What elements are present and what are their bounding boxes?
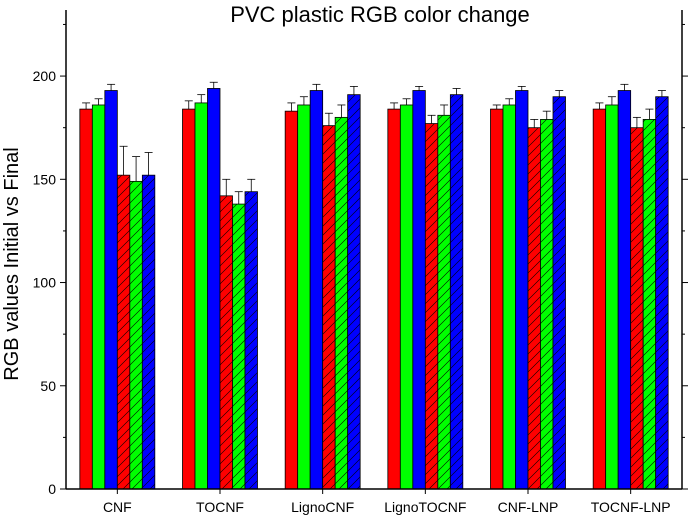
bar-CNF-series-1 — [91, 104, 106, 490]
x-tick-label-TOCNF-LNP: TOCNF-LNP — [591, 499, 671, 515]
bar-CNF-series-2 — [104, 90, 118, 490]
bar-CNF-LNP-series-1 — [502, 104, 516, 490]
bar-TOCNF-series-3 — [219, 195, 233, 490]
bar-CNF-LNP-series-2 — [515, 90, 529, 490]
bar-LignoTOCNF-series-1 — [399, 104, 414, 490]
y-tick-label-200: 200 — [33, 68, 57, 84]
bar-LignoTOCNF-series-4 — [437, 114, 451, 490]
bar-TOCNF-LNP-series-0 — [592, 108, 607, 490]
bar-LignoCNF-series-3 — [322, 125, 336, 490]
bar-CNF-series-5 — [141, 174, 156, 490]
bar-LignoTOCNF-series-0 — [387, 108, 401, 490]
bar-LignoTOCNF-series-5 — [449, 94, 464, 490]
bar-TOCNF-series-1 — [194, 102, 208, 490]
bar-TOCNF-series-0 — [182, 108, 196, 490]
bar-LignoCNF-series-2 — [309, 90, 324, 490]
x-tick-label-LignoCNF: LignoCNF — [291, 499, 354, 515]
chart-title: PVC plastic RGB color change — [230, 2, 530, 27]
bars-layer — [79, 81, 669, 490]
bar-CNF-series-0 — [79, 108, 93, 490]
bar-CNF-series-4 — [129, 180, 143, 490]
y-tick-label-150: 150 — [33, 171, 57, 187]
y-tick-label-100: 100 — [33, 275, 57, 291]
axes-layer: CNF TOCNF LignoCNF LignoTOCNF CNF-LNP TOCNF-L… — [33, 10, 688, 515]
x-tick-label-TOCNF: TOCNF — [196, 499, 244, 515]
bar-TOCNF-LNP-series-5 — [655, 96, 669, 490]
y-tick-label-0: 0 — [48, 481, 56, 497]
bar-TOCNF-series-5 — [244, 191, 258, 490]
bar-LignoTOCNF-series-2 — [412, 90, 426, 490]
y-tick-label-50: 50 — [40, 378, 56, 394]
bar-TOCNF-LNP-series-1 — [605, 104, 619, 490]
bar-LignoTOCNF-series-3 — [424, 123, 439, 490]
bar-TOCNF-series-4 — [232, 203, 246, 490]
bar-LignoCNF-series-1 — [297, 104, 311, 490]
bar-TOCNF-LNP-series-4 — [642, 119, 657, 490]
y-axis-label: RGB values Initial vs Final — [1, 147, 23, 380]
bar-TOCNF-series-2 — [207, 88, 221, 490]
bar-LignoCNF-series-0 — [284, 110, 299, 490]
bar-LignoCNF-series-4 — [334, 116, 349, 490]
x-tick-label-LignoTOCNF: LignoTOCNF — [384, 499, 466, 515]
bar-TOCNF-LNP-series-3 — [630, 127, 644, 490]
bar-CNF-series-3 — [116, 174, 131, 490]
bar-CNF-LNP-series-3 — [527, 127, 541, 490]
bar-CNF-LNP-series-5 — [552, 96, 566, 490]
bar-LignoCNF-series-5 — [347, 94, 361, 490]
bar-CNF-LNP-series-4 — [540, 119, 554, 490]
bar-TOCNF-LNP-series-2 — [617, 90, 632, 490]
x-tick-label-CNF: CNF — [103, 499, 132, 515]
x-tick-label-CNF-LNP: CNF-LNP — [498, 499, 559, 515]
bar-CNF-LNP-series-0 — [490, 108, 504, 490]
